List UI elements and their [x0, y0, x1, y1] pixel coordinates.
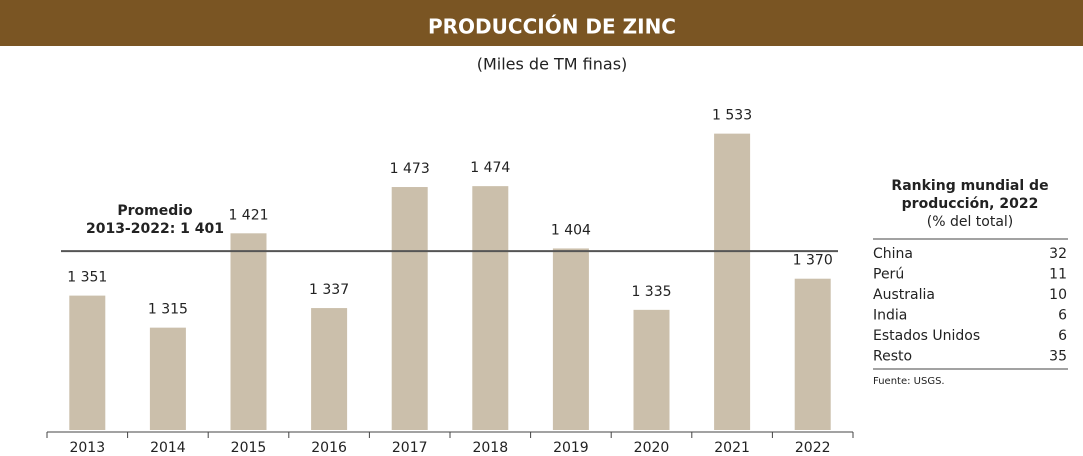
table-cell: Australia: [873, 287, 935, 303]
x-tick-label: 2013: [69, 440, 105, 456]
bar: [230, 233, 267, 430]
value-label: 1 337: [309, 282, 349, 298]
table-subtitle: (% del total): [927, 214, 1014, 230]
x-tick-label: 2017: [392, 440, 428, 456]
table-cell: 10: [1049, 287, 1067, 303]
x-tick-label: 2016: [311, 440, 347, 456]
value-label: 1 533: [712, 108, 752, 124]
table-cell: 32: [1049, 246, 1067, 262]
bar: [311, 308, 348, 430]
bar: [633, 309, 670, 430]
table-cell: 6: [1058, 328, 1067, 344]
table-cell: India: [873, 308, 907, 324]
bar: [69, 295, 106, 430]
table-cell: 35: [1049, 349, 1067, 365]
table-title: producción, 2022: [902, 196, 1039, 212]
x-tick-label: 2019: [553, 440, 589, 456]
bar: [472, 186, 509, 430]
x-tick-label: 2014: [150, 440, 186, 456]
bar: [794, 278, 831, 430]
value-label: 1 421: [228, 207, 268, 223]
x-tick-label: 2021: [714, 440, 750, 456]
x-tick-label: 2018: [472, 440, 508, 456]
bar: [552, 248, 589, 430]
value-label: 1 335: [631, 284, 671, 300]
value-label: 1 351: [67, 270, 107, 286]
x-tick-label: 2015: [231, 440, 267, 456]
value-label: 1 474: [470, 160, 510, 176]
table-cell: 11: [1049, 267, 1067, 283]
table-cell: Estados Unidos: [873, 328, 980, 344]
title-bar: [0, 0, 1083, 46]
table-title: Ranking mundial de: [891, 178, 1048, 194]
table-cell: China: [873, 246, 913, 262]
x-tick-label: 2022: [795, 440, 831, 456]
value-label: 1 473: [390, 161, 430, 177]
bar: [149, 327, 186, 430]
chart-title: PRODUCCIÓN DE ZINC: [428, 15, 676, 39]
table-cell: Resto: [873, 349, 912, 365]
value-label: 1 315: [148, 302, 188, 318]
average-label: 2013-2022: 1 401: [86, 221, 224, 237]
value-label: 1 404: [551, 222, 591, 238]
bar: [391, 187, 428, 430]
average-label: Promedio: [117, 203, 193, 219]
source: Fuente: USGS.: [873, 376, 945, 387]
bar: [714, 133, 751, 430]
table-cell: Perú: [873, 267, 904, 283]
table-cell: 6: [1058, 308, 1067, 324]
chart-subtitle: (Miles de TM finas): [477, 55, 628, 74]
value-label: 1 370: [793, 253, 833, 269]
x-tick-label: 2020: [634, 440, 670, 456]
